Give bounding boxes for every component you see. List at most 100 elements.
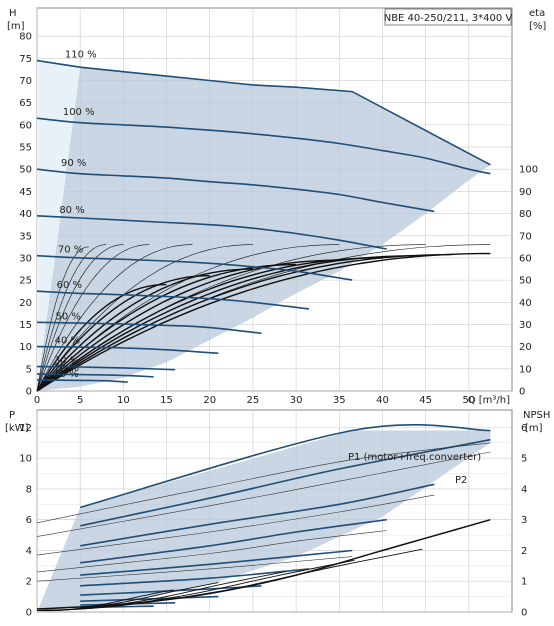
efficiency-curve — [36, 244, 124, 392]
power-curve — [36, 530, 387, 573]
y-axis-title-head: H — [9, 8, 17, 19]
y-tick-label-head: 15 — [19, 320, 32, 331]
head-curve — [36, 215, 387, 250]
y-axis-unit-head: [m] — [7, 21, 25, 32]
series-label-head: 90 % — [61, 158, 86, 169]
power-curve — [36, 494, 435, 556]
y-tick-label-power: 4 — [26, 546, 32, 557]
y-tick-label-head: 20 — [19, 298, 32, 309]
efficiency-curve — [36, 244, 253, 392]
y-right-tick-label-power: 4 — [521, 484, 527, 495]
series-label-head: 110 % — [65, 50, 97, 61]
y-tick-label-power: 12 — [19, 423, 32, 434]
y-right-tick-label-power: 0 — [521, 608, 527, 619]
head-curve — [36, 290, 310, 310]
power-curve — [80, 518, 387, 564]
head-curve — [36, 373, 154, 378]
y-right-axis-title-power: NPSH — [523, 410, 550, 421]
series-label-head: 50 % — [55, 311, 80, 322]
head-curve — [36, 321, 262, 335]
y-tick-label-head: 40 — [19, 209, 32, 220]
x-tick-label-head: 15 — [160, 395, 173, 406]
y-right-axis-unit-head: [%] — [529, 21, 546, 32]
y-tick-label-power: 2 — [26, 577, 32, 588]
power-curve — [80, 595, 219, 602]
series-label-head: 10 % — [53, 369, 78, 380]
power-envelope — [37, 430, 491, 612]
y-axis-unit-power: [kW] — [5, 423, 29, 434]
x-tick-label-head: 50 — [462, 395, 475, 406]
x-axis-title-head: Q [m³/h] — [468, 395, 510, 406]
series-label-head: 70 % — [58, 245, 83, 256]
power-curve — [80, 438, 491, 527]
power-curve — [80, 549, 353, 576]
y-right-axis-unit-power: [m] — [525, 423, 543, 434]
series-label-head: 80 % — [59, 205, 84, 216]
efficiency-curve — [36, 244, 340, 392]
y-right-tick-label-power: 5 — [521, 454, 527, 465]
y-right-tick-label-head: 50 — [519, 276, 532, 287]
y-tick-label-head: 60 — [19, 120, 32, 131]
y-tick-label-head: 35 — [19, 231, 32, 242]
power-curve — [80, 483, 435, 547]
efficiency-curve — [36, 244, 491, 392]
y-tick-label-head: 75 — [19, 54, 32, 65]
y-right-tick-label-power: 3 — [521, 515, 527, 526]
y-tick-label-head: 45 — [19, 187, 32, 198]
power-curve — [36, 442, 491, 524]
x-tick-label-head: 5 — [77, 395, 83, 406]
y-right-tick-label-head: 10 — [519, 364, 532, 375]
head-curve — [36, 379, 128, 383]
x-tick-label-head: 45 — [419, 395, 432, 406]
head-curve — [36, 59, 491, 166]
y-tick-label-head: 5 — [26, 364, 32, 375]
y-tick-label-head: 25 — [19, 276, 32, 287]
efficiency-curve — [36, 246, 89, 392]
x-tick-label-head: 10 — [117, 395, 130, 406]
y-right-tick-label-power: 6 — [521, 423, 527, 434]
annotation-p1: P1 (motor+freq.converter) — [348, 452, 481, 463]
y-tick-label-head: 70 — [19, 76, 32, 87]
y-right-tick-label-head: 60 — [519, 253, 532, 264]
head-curve — [36, 168, 435, 213]
head-curve — [36, 117, 491, 175]
y-tick-label-head: 0 — [26, 387, 32, 398]
y-tick-label-head: 50 — [19, 165, 32, 176]
y-right-tick-label-head: 20 — [519, 342, 532, 353]
efficiency-curve — [36, 244, 107, 392]
y-right-tick-label-head: 80 — [519, 209, 532, 220]
chart-title: NBE 40-250/211, 3*400 V — [384, 13, 513, 24]
y-tick-label-power: 8 — [26, 484, 32, 495]
power-curve — [36, 556, 353, 582]
annotation-p2: P2 — [455, 475, 467, 486]
y-right-axis-title-head: eta — [529, 8, 545, 19]
series-label-head: 60 % — [57, 280, 82, 291]
y-right-tick-label-head: 90 — [519, 187, 532, 198]
x-tick-label-head: 0 — [34, 395, 40, 406]
y-tick-label-head: 55 — [19, 143, 32, 154]
head-curve — [36, 345, 219, 355]
series-label-head: 100 % — [63, 107, 95, 118]
efficiency-curve — [36, 244, 426, 392]
head-curve — [36, 365, 176, 371]
y-tick-label-head: 65 — [19, 98, 32, 109]
x-tick-label-head: 25 — [247, 395, 260, 406]
series-label-head: 20 % — [54, 363, 79, 374]
head-curve — [36, 254, 353, 281]
y-right-tick-label-power: 1 — [521, 577, 527, 588]
efficiency-curve — [36, 268, 253, 392]
y-tick-label-power: 6 — [26, 515, 32, 526]
y-right-tick-label-head: 0 — [519, 387, 525, 398]
low-flow-region — [37, 60, 81, 391]
efficiency-curve — [36, 275, 210, 392]
x-tick-label-head: 30 — [290, 395, 303, 406]
efficiency-curve — [36, 283, 167, 392]
y-tick-label-head: 80 — [19, 32, 32, 43]
npsh-curve-family — [36, 589, 174, 612]
series-label-head: 30 % — [54, 356, 79, 367]
x-tick-label-head: 40 — [376, 395, 389, 406]
y-right-tick-label-head: 40 — [519, 298, 532, 309]
efficiency-curve — [36, 244, 150, 392]
y-right-tick-label-head: 70 — [519, 231, 532, 242]
